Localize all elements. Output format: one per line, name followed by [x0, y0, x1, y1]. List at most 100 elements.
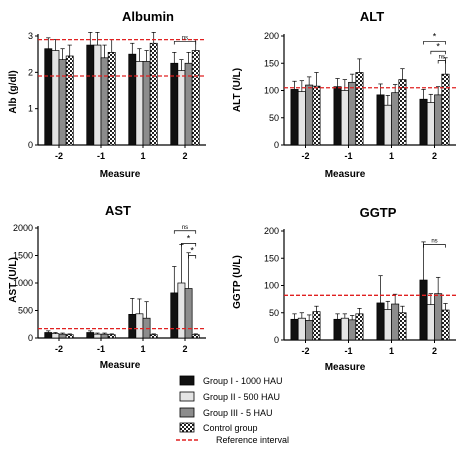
x-tick-label-alt: -2: [301, 151, 309, 161]
y-tick-label-ggtp: 200: [264, 226, 279, 236]
x-tick-label-alt: -1: [344, 151, 352, 161]
bar-alt-group_ii: [340, 90, 349, 146]
chart-title-ggtp: GGTP: [360, 205, 397, 220]
bar-ast-control: [191, 334, 200, 339]
bar-alt-group_ii: [426, 102, 435, 146]
bar-alt-group_iii: [391, 92, 400, 146]
x-tick-label-ast: -1: [97, 344, 105, 354]
legend-label-group-ii: Group II - 500 HAU: [203, 392, 280, 402]
bar-ggtp-group_ii: [426, 304, 435, 341]
bar-alt-group_ii: [297, 91, 306, 146]
bar-ast-group_iii: [184, 288, 193, 339]
x-tick-label-albumin: -2: [55, 151, 63, 161]
bar-alt-group_i: [419, 98, 428, 146]
bar-alt-control: [355, 72, 364, 146]
x-tick-label-alt: 1: [389, 151, 394, 161]
bar-ggtp-group_i: [419, 279, 428, 341]
bar-ggtp-group_ii: [383, 309, 392, 341]
significance-label-alt: *: [433, 31, 437, 41]
bar-ast-group_i: [170, 292, 179, 339]
legend-swatch-group-i: [179, 375, 195, 386]
y-tick-label-ast: 1500: [13, 251, 33, 261]
significance-bracket-ggtp: [423, 244, 446, 248]
y-tick-label-ggtp: 150: [264, 253, 279, 263]
y-axis-label-ast: AST (U/L): [8, 257, 19, 303]
y-tick-label-ast: 500: [18, 306, 33, 316]
y-tick-label-albumin: 1: [28, 104, 33, 114]
bar-ast-group_ii: [135, 313, 144, 339]
bar-alt-group_iii: [348, 81, 357, 146]
x-tick-label-albumin: -1: [97, 151, 105, 161]
chart-albumin: Albumin Alb (g/dl) Measure 0 1 2 3 -2 -1 1 2 ns: [8, 9, 206, 180]
bar-ggtp-control: [312, 311, 321, 341]
bar-albumin-control: [107, 51, 116, 146]
bar-ast-control: [107, 334, 116, 339]
y-tick-label-ggtp: 0: [274, 335, 279, 345]
bar-albumin-group_iii: [100, 57, 109, 146]
y-tick-label-ggtp: 50: [269, 308, 279, 318]
y-tick-label-ggtp: 100: [264, 281, 279, 291]
bar-alt-control: [441, 73, 450, 146]
bar-ast-group_ii: [51, 333, 60, 339]
x-tick-label-ggtp: -2: [301, 346, 309, 356]
y-tick-label-ast: 2000: [13, 223, 33, 233]
x-tick-label-ggtp: 2: [432, 346, 437, 356]
x-axis-label-alt: Measure: [325, 169, 366, 180]
significance-label-ast: ns: [182, 225, 188, 231]
bar-albumin-group_ii: [93, 44, 102, 146]
y-tick-label-alt: 100: [264, 86, 279, 96]
bar-albumin-group_i: [86, 44, 95, 146]
bar-ast-control: [65, 334, 74, 339]
bar-ggtp-control: [355, 313, 364, 341]
y-tick-label-albumin: 3: [28, 31, 33, 41]
plot-area-alt: 0 50 100 150 200 -2 -1 1 2 ** ns: [264, 31, 456, 161]
significance-label-alt: *: [436, 41, 440, 51]
bar-ggtp-group_iii: [348, 319, 357, 341]
x-tick-label-ggtp: 1: [389, 346, 394, 356]
bar-albumin-group_iii: [142, 61, 151, 146]
bar-ggtp-group_iii: [391, 303, 400, 341]
x-tick-label-albumin: 1: [140, 151, 145, 161]
bar-ggtp-group_ii: [297, 317, 306, 341]
bar-albumin-control: [149, 42, 158, 146]
bar-albumin-control: [65, 55, 74, 146]
bar-ggtp-group_i: [333, 318, 342, 341]
bar-albumin-group_ii: [135, 61, 144, 146]
x-axis-label-ast: Measure: [100, 360, 141, 371]
bar-alt-group_i: [290, 89, 299, 146]
y-tick-label-alt: 0: [274, 140, 279, 150]
y-tick-label-albumin: 2: [28, 67, 33, 77]
x-tick-label-ggtp: -1: [344, 346, 352, 356]
x-tick-label-alt: 2: [432, 151, 437, 161]
chart-ggtp: GGTP GGTP (U/L) Measure 0 50 100 150 200 -2 -1…: [232, 205, 456, 373]
plot-area-ggtp: 0 50 100 150 200 -2 -1 1 2 ns: [264, 226, 456, 356]
significance-bracket-alt: [430, 50, 446, 55]
bar-ggtp-group_iii: [305, 320, 314, 341]
x-tick-label-albumin: 2: [182, 151, 187, 161]
y-tick-label-ast: 0: [28, 333, 33, 343]
bar-alt-group_iii: [434, 94, 443, 146]
legend-item-control: Control group: [179, 422, 258, 433]
significance-label-ggtp: ns: [431, 239, 437, 245]
bar-alt-group_i: [376, 94, 385, 146]
bar-albumin-group_i: [44, 48, 53, 146]
bar-albumin-group_ii: [177, 70, 186, 146]
legend-item-group-i: Group I - 1000 HAU: [179, 375, 283, 386]
y-tick-label-alt: 50: [269, 113, 279, 123]
bar-ggtp-control: [398, 312, 407, 341]
significance-label-albumin: ns: [182, 35, 188, 41]
bar-ggtp-group_i: [290, 318, 299, 341]
significance-label-alt: ns: [439, 55, 445, 61]
legend-swatch-group-iii: [179, 407, 195, 418]
legend-swatch-group-ii: [179, 391, 195, 402]
legend-item-group-iii: Group III - 5 HAU: [179, 407, 273, 418]
bar-albumin-group_i: [128, 53, 137, 146]
plot-area-ast: 0 500 1000 1500 2000 -2 -1 1 2 ns * *: [13, 223, 206, 354]
legend: Group I - 1000 HAU Group II - 500 HAU Gr…: [176, 375, 289, 445]
bar-alt-group_ii: [383, 104, 392, 146]
x-tick-label-ast: 2: [182, 344, 187, 354]
legend-item-reference: Reference interval: [176, 435, 289, 445]
bar-ast-control: [149, 334, 158, 339]
chart-title-alt: ALT: [360, 9, 384, 24]
